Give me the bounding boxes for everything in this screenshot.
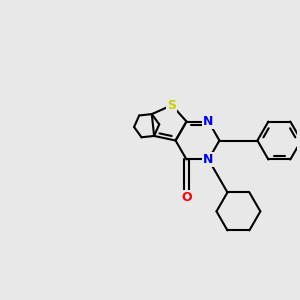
Text: N: N [203, 153, 214, 166]
Text: N: N [203, 115, 214, 128]
Text: O: O [181, 191, 192, 204]
Text: S: S [167, 99, 176, 112]
